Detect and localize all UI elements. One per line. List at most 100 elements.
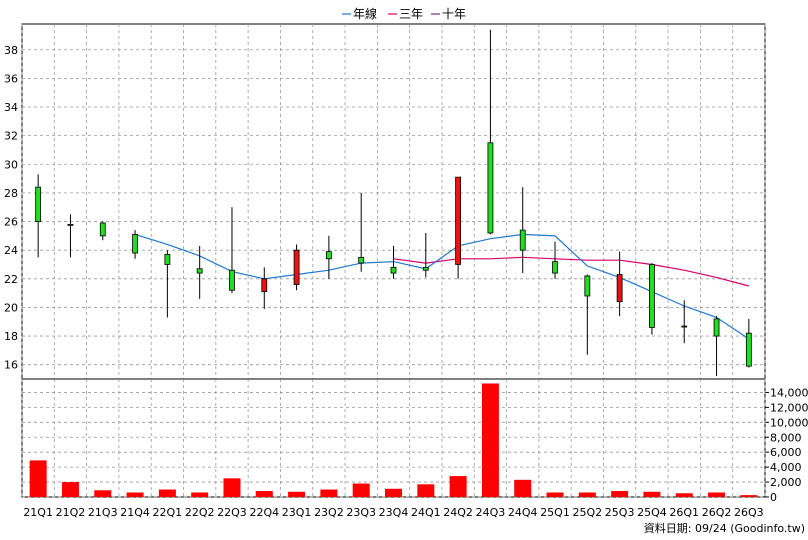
volume-bar xyxy=(223,478,241,497)
candle-body xyxy=(229,269,235,291)
volume-tick-label: 6,000 xyxy=(770,446,802,459)
legend-label-2: 十年 xyxy=(442,7,466,21)
candle-body xyxy=(196,268,203,274)
x-tick-label: 21Q3 xyxy=(88,506,118,519)
x-tick-label: 25Q3 xyxy=(605,506,635,519)
volume-tick-label: 4,000 xyxy=(770,461,802,474)
price-tick-label: 36 xyxy=(4,72,18,85)
candle-body xyxy=(649,264,655,328)
x-tick-label: 25Q2 xyxy=(572,506,602,519)
x-tick-label: 25Q1 xyxy=(540,506,570,519)
price-tick-label: 22 xyxy=(4,273,18,286)
x-tick-label: 23Q2 xyxy=(314,506,344,519)
volume-bar xyxy=(675,493,693,497)
volume-tick-label: 8,000 xyxy=(770,431,802,444)
candle-body xyxy=(164,254,171,265)
volume-bar xyxy=(94,490,112,497)
volume-bar xyxy=(385,488,402,497)
price-tick-label: 18 xyxy=(4,330,18,343)
candle-body xyxy=(67,224,74,226)
candle-body xyxy=(390,266,397,274)
x-tick-label: 23Q4 xyxy=(379,506,409,519)
volume-bar xyxy=(643,491,661,497)
volume-bar xyxy=(191,492,209,497)
candle-body xyxy=(681,325,688,328)
x-tick-label: 21Q1 xyxy=(23,506,53,519)
x-tick-label: 24Q2 xyxy=(443,506,473,519)
volume-tick-label: 14,000 xyxy=(770,386,808,399)
candle-body xyxy=(422,266,429,271)
x-tick-label: 23Q1 xyxy=(282,506,312,519)
legend-label-0: 年線 xyxy=(353,6,377,21)
volume-bar xyxy=(449,476,467,497)
volume-tick-label: 2,000 xyxy=(770,476,802,489)
candle-body xyxy=(293,249,300,285)
volume-bar xyxy=(578,492,596,497)
price-plot-frame xyxy=(21,23,766,380)
price-tick-label: 28 xyxy=(4,187,18,200)
volume-bar xyxy=(288,491,306,497)
volume-bar xyxy=(255,491,273,497)
candle-body xyxy=(616,274,623,303)
x-tick-label: 21Q2 xyxy=(56,506,86,519)
candle-body xyxy=(713,318,720,337)
legend-label-1: 三年 xyxy=(399,7,423,21)
price-panel: 16 18 20 22 24 26 28 30 32 34 36 38 xyxy=(4,23,766,380)
x-tick-label: 25Q4 xyxy=(637,506,667,519)
volume-bar xyxy=(158,489,176,497)
candle-body xyxy=(325,251,332,260)
x-tick-label: 26Q3 xyxy=(734,506,764,519)
source-footer: 資料日期: 09/24 (Goodinfo.tw) xyxy=(644,521,805,535)
volume-bar xyxy=(320,489,338,497)
price-tick-label: 38 xyxy=(4,44,18,57)
x-tick-label: 24Q1 xyxy=(411,506,441,519)
candle-body xyxy=(455,176,462,265)
x-tick-label: 26Q2 xyxy=(702,506,732,519)
volume-bar xyxy=(417,484,435,497)
price-tick-label: 26 xyxy=(4,216,18,229)
volume-bar xyxy=(546,492,564,497)
price-tick-label: 32 xyxy=(4,130,18,143)
x-tick-label: 24Q3 xyxy=(476,506,506,519)
candle-body xyxy=(132,234,138,254)
volume-tick-label: 0 xyxy=(770,491,777,504)
candle-body xyxy=(745,332,752,367)
candle-body xyxy=(358,256,365,264)
volume-bar xyxy=(740,495,758,497)
price-tick-label: 24 xyxy=(4,244,18,257)
candle-body xyxy=(487,142,494,234)
candle-body xyxy=(99,222,106,237)
volume-panel: 0 2,000 4,000 6,000 8,000 10,000 12,000 14,000 xyxy=(21,378,808,504)
volume-bar xyxy=(611,491,629,497)
x-tick-label: 22Q4 xyxy=(249,506,279,519)
price-tick-label: 16 xyxy=(4,359,18,372)
volume-bar xyxy=(514,479,532,497)
x-axis: 21Q1 21Q2 21Q3 21Q4 22Q1 22Q2 22Q3 22Q4 23Q1 23Q2… xyxy=(23,506,763,519)
x-tick-label: 26Q1 xyxy=(669,506,699,519)
ma-three-line xyxy=(393,256,749,287)
candle-body xyxy=(552,261,558,274)
volume-bar xyxy=(29,460,47,497)
chart-legend: 年線 三年 十年 xyxy=(342,6,466,21)
volume-tick-label: 10,000 xyxy=(770,416,808,429)
volume-tick-label: 12,000 xyxy=(770,401,808,414)
x-tick-label: 22Q1 xyxy=(153,506,183,519)
x-tick-label: 22Q3 xyxy=(217,506,247,519)
price-tick-label: 30 xyxy=(4,158,18,171)
ma-year-line xyxy=(134,233,750,340)
volume-bar xyxy=(61,482,79,497)
volume-bar xyxy=(481,383,499,497)
x-tick-label: 24Q4 xyxy=(508,506,538,519)
price-tick-label: 34 xyxy=(4,101,18,114)
volume-bar xyxy=(708,492,726,497)
candle-body xyxy=(584,275,591,297)
volume-bar xyxy=(126,492,144,497)
candle-body xyxy=(35,186,42,222)
price-tick-label: 20 xyxy=(4,301,18,314)
x-tick-label: 23Q3 xyxy=(346,506,376,519)
x-tick-label: 21Q4 xyxy=(120,506,150,519)
candle-body xyxy=(261,278,268,293)
x-tick-label: 22Q2 xyxy=(185,506,215,519)
volume-plot-frame xyxy=(21,378,766,498)
